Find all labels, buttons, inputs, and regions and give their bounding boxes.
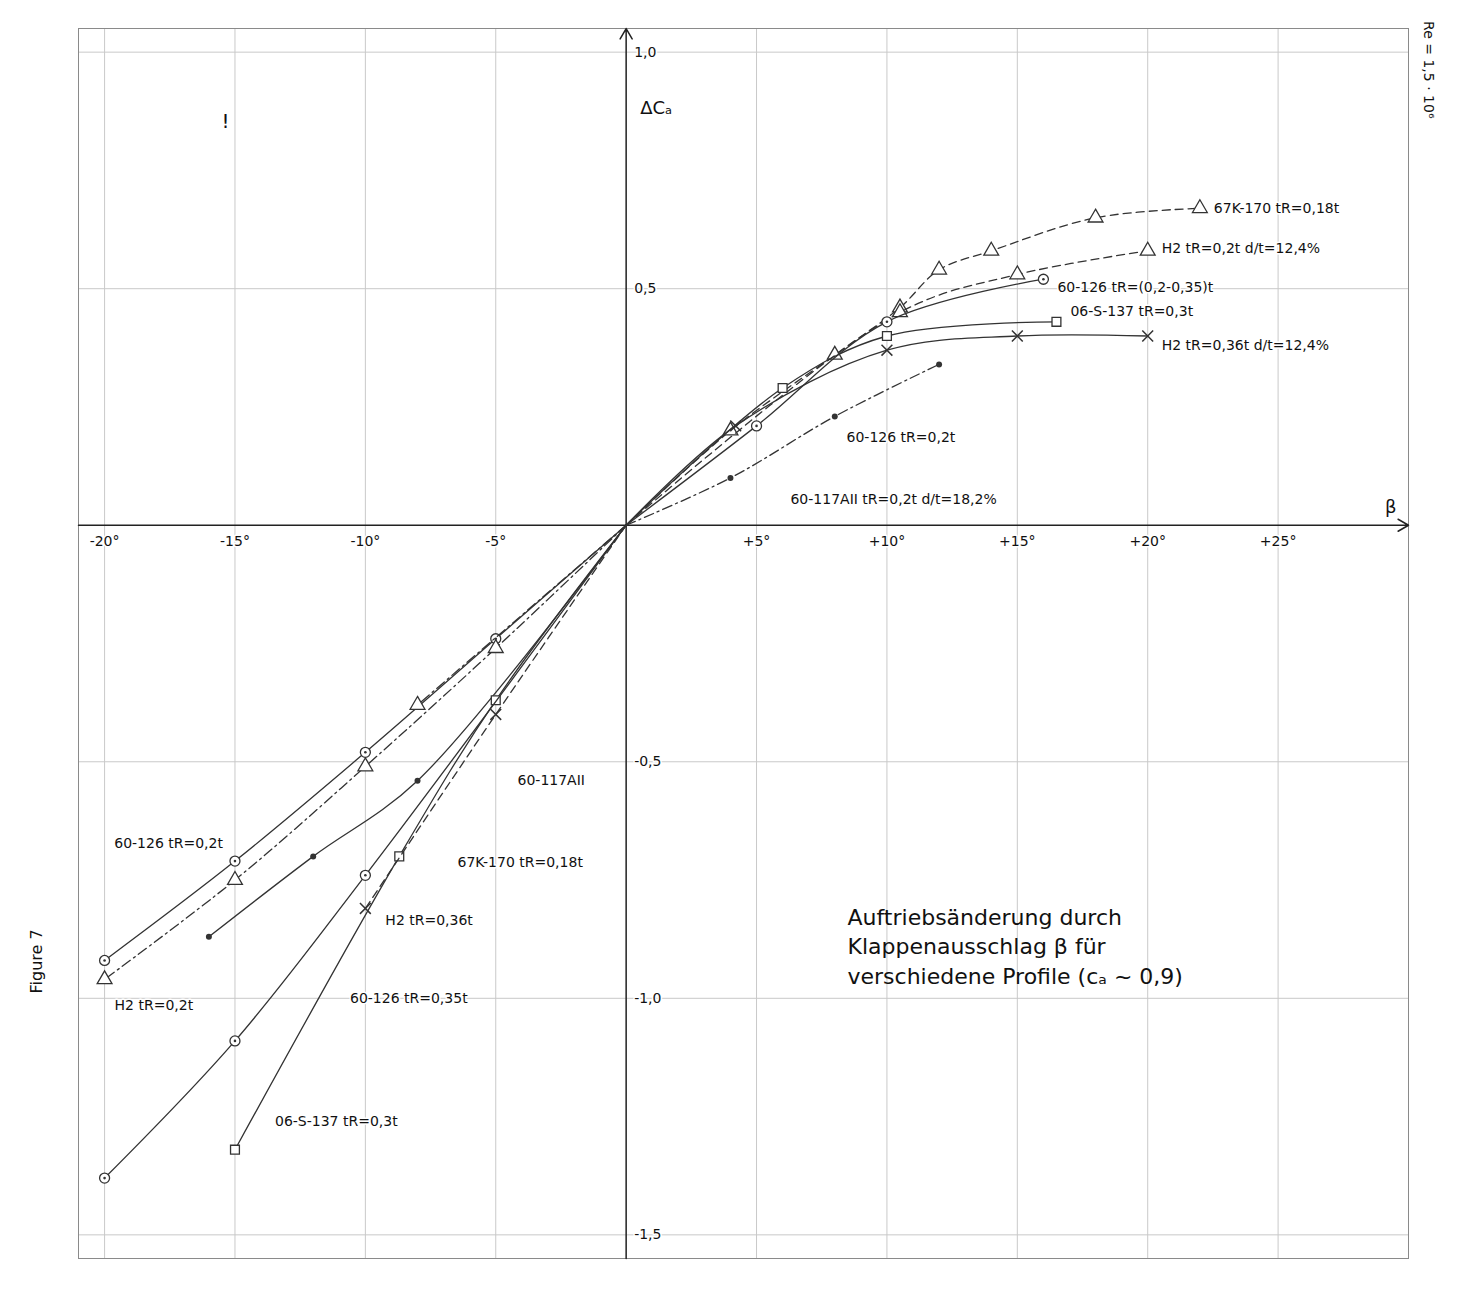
svg-text:-10°: -10° — [350, 533, 380, 549]
svg-text:60-126 tR=0,2t: 60-126 tR=0,2t — [847, 429, 956, 445]
svg-text:06-S-137 tR=0,3t: 06-S-137 tR=0,3t — [1070, 303, 1193, 319]
svg-text:67K-170 tR=0,18t: 67K-170 tR=0,18t — [458, 854, 584, 870]
svg-text:67K-170 tR=0,18t: 67K-170 tR=0,18t — [1214, 200, 1340, 216]
svg-text:60-126 tR=0,2t: 60-126 tR=0,2t — [114, 835, 223, 851]
svg-text:+20°: +20° — [1129, 533, 1166, 549]
svg-text:60-126 tR=(0,2-0,35)t: 60-126 tR=(0,2-0,35)t — [1057, 279, 1213, 295]
svg-text:-20°: -20° — [90, 533, 120, 549]
svg-text:-1,0: -1,0 — [634, 990, 661, 1006]
svg-text:+5°: +5° — [743, 533, 771, 549]
svg-text:60-117AII tR=0,2t d/t=18,2%: 60-117AII tR=0,2t d/t=18,2% — [790, 491, 996, 507]
svg-text:H2 tR=0,2t: H2 tR=0,2t — [115, 997, 194, 1013]
svg-text:1,0: 1,0 — [634, 44, 656, 60]
svg-text:0,5: 0,5 — [634, 280, 656, 296]
svg-text:-5°: -5° — [485, 533, 506, 549]
svg-text:+25°: +25° — [1260, 533, 1297, 549]
svg-text:H2 tR=0,36t d/t=12,4%: H2 tR=0,36t d/t=12,4% — [1162, 337, 1329, 353]
svg-text:+15°: +15° — [999, 533, 1036, 549]
svg-text:60-117AII: 60-117AII — [518, 772, 585, 788]
svg-text:Figure 7: Figure 7 — [27, 929, 46, 993]
svg-text:60-126 tR=0,35t: 60-126 tR=0,35t — [350, 990, 468, 1006]
svg-text:β: β — [1385, 496, 1397, 517]
svg-text:ΔCₐ: ΔCₐ — [640, 97, 672, 118]
svg-text:Auftriebsänderung durchKlappen: Auftriebsänderung durchKlappenausschlag … — [848, 905, 1183, 989]
svg-text:H2 tR=0,2t d/t=12,4%: H2 tR=0,2t d/t=12,4% — [1162, 240, 1320, 256]
svg-text:Re = 1,5 · 10⁶: Re = 1,5 · 10⁶ — [1421, 21, 1437, 119]
svg-text:06-S-137 tR=0,3t: 06-S-137 tR=0,3t — [275, 1113, 398, 1129]
svg-text:+10°: +10° — [869, 533, 906, 549]
svg-text:-15°: -15° — [220, 533, 250, 549]
svg-text:H2 tR=0,36t: H2 tR=0,36t — [385, 912, 473, 928]
svg-text:-1,5: -1,5 — [634, 1226, 661, 1242]
svg-text:!: ! — [222, 109, 230, 133]
svg-text:-0,5: -0,5 — [634, 753, 661, 769]
